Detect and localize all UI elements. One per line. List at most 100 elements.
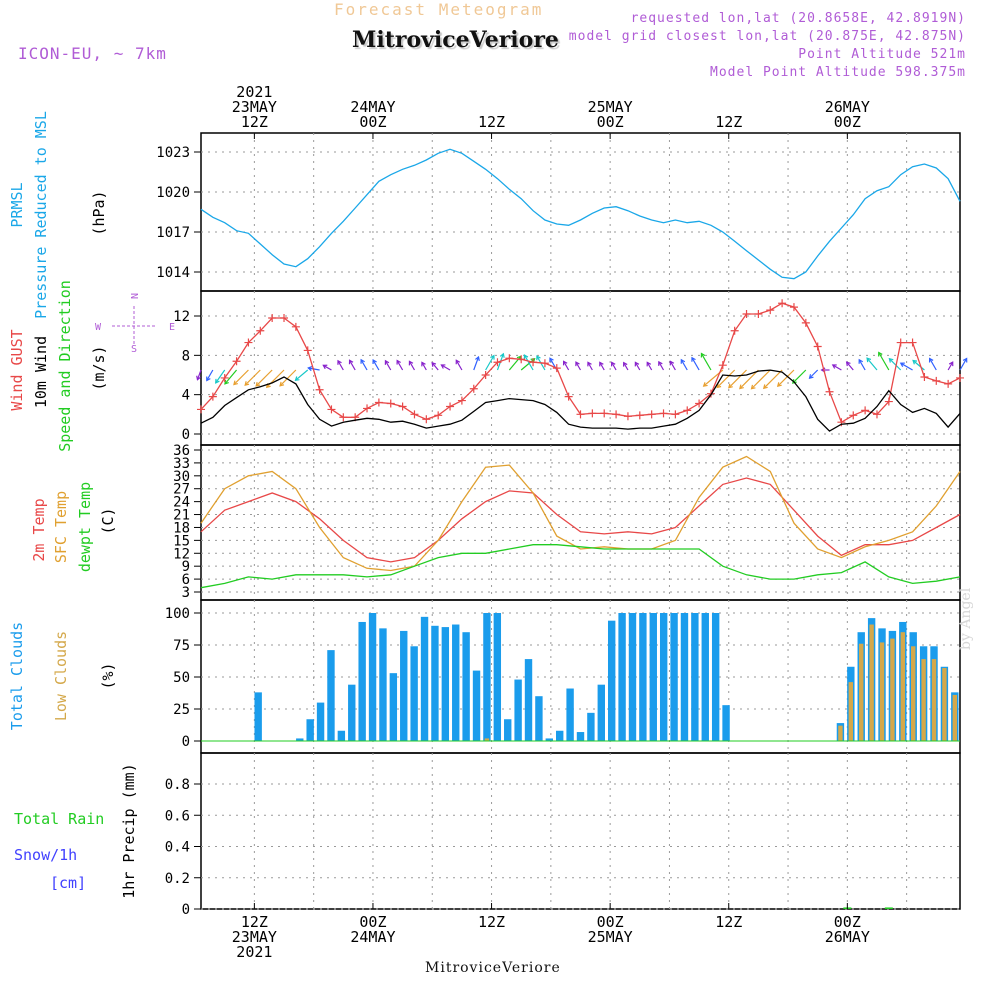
wind-arrow — [947, 361, 954, 371]
wind-gust-marker — [517, 355, 526, 364]
time-bottom-label: 23MAY — [232, 928, 277, 946]
cloud-total-bar — [483, 613, 491, 741]
cloud-low-bar — [869, 624, 874, 741]
wind-arrow-head — [845, 361, 851, 367]
wind-arrow-head — [475, 355, 480, 361]
wind-gust-marker — [635, 411, 644, 420]
wind-gust-marker — [374, 398, 383, 407]
wind-arrow — [520, 358, 535, 371]
wind-gust-marker — [766, 306, 775, 315]
wind-gust-marker — [410, 410, 419, 419]
wind-arrow — [372, 359, 380, 371]
panel-frame — [200, 752, 961, 910]
wind-gust-marker — [695, 399, 704, 408]
y-tick-label: 6 — [182, 572, 190, 588]
cloud-total-bar — [535, 696, 543, 741]
y-tick-label: 0.8 — [165, 777, 190, 793]
wind-arrow-head — [206, 376, 211, 382]
wind-gust-marker — [647, 410, 656, 419]
wind-arrow — [575, 361, 582, 371]
wind-gust-marker — [718, 361, 727, 370]
wind-arrow-head — [307, 366, 313, 372]
wind-arrow — [337, 360, 344, 371]
cloud-low-bar — [859, 643, 864, 741]
wind-arrow — [658, 361, 665, 371]
wind-arrow-head — [700, 352, 706, 358]
wind-arrow-head — [549, 357, 554, 363]
wind-gust-marker — [849, 411, 858, 420]
precip-snow-unit: [cm] — [50, 874, 86, 892]
y-tick-label: 1020 — [156, 185, 190, 201]
panel-clouds: 0 25 50 75 100 — [165, 599, 961, 754]
cloud-low-bar — [879, 642, 885, 741]
wind-arrow-head — [750, 384, 756, 390]
wind-gust-label: Wind GUST — [8, 329, 26, 410]
wind-arrow-head — [279, 381, 285, 387]
wind-gust-marker — [469, 384, 478, 393]
y-tick-label: 50 — [173, 670, 190, 686]
wind-gust-marker — [457, 396, 466, 405]
wind-arrow-head — [224, 379, 229, 385]
cloud-total-bar — [576, 732, 585, 741]
wind-gust-marker — [932, 376, 941, 385]
wind-arrow — [323, 364, 332, 371]
wind-arrow-head — [294, 376, 300, 382]
cloud-total-bar — [514, 679, 522, 741]
wind-gust-marker — [789, 303, 798, 312]
credit-watermark: by Angel — [958, 587, 974, 650]
cloud-low-bar — [900, 632, 906, 741]
wind-arrow — [244, 369, 261, 386]
wind-arrow — [349, 360, 356, 371]
wind-gust-marker — [303, 346, 312, 355]
temp-t2m-line — [200, 477, 961, 563]
wind-arrow-head — [611, 361, 616, 367]
wind-arrow — [255, 369, 273, 387]
y-tick-label: 25 — [173, 702, 190, 718]
wind-arrow-head — [948, 361, 954, 367]
pressure-unit: (hPa) — [90, 190, 108, 235]
wind-gust-marker — [730, 326, 739, 335]
wind-arrow — [396, 360, 404, 371]
wind-gust-marker — [327, 405, 336, 414]
cloud-low-bar — [848, 682, 854, 741]
wind-arrow-head — [831, 364, 837, 369]
wind-gust-marker — [197, 405, 205, 414]
cloud-low-bar — [931, 659, 937, 741]
wind-arrow-head — [337, 359, 342, 365]
y-tick-label: 8 — [182, 348, 190, 364]
wind-arrow-head — [962, 357, 968, 363]
time-bottom-label: 00Z — [359, 913, 386, 931]
wind-arrow — [441, 364, 451, 371]
wind-arrow-head — [244, 381, 250, 386]
wind-gust-marker — [683, 406, 692, 415]
wind-arrow-head — [499, 352, 505, 358]
wind-arrow-head — [360, 358, 365, 364]
cloud-low-bar — [911, 646, 916, 741]
cloud-low-bar — [484, 738, 490, 741]
cloud-low-bar — [952, 694, 957, 741]
wind-arrow — [669, 361, 676, 371]
wind-arrow — [691, 357, 700, 371]
time-top-label: 2021 — [236, 83, 272, 101]
wind-gust-marker — [920, 372, 929, 381]
wind-arrow-head — [372, 359, 377, 365]
wind-arrow-head — [716, 383, 722, 389]
y-tick-label: 0.4 — [165, 840, 190, 856]
wind-arrow-head — [322, 364, 328, 370]
clouds-unit: (%) — [99, 662, 117, 689]
cloud-total-bar — [545, 738, 554, 741]
cloud-total-bar — [670, 613, 678, 741]
wind-arrow — [646, 362, 653, 371]
wind-arrow — [777, 369, 795, 387]
time-bottom-label: 00Z — [597, 913, 624, 931]
cloud-total-bar — [296, 738, 304, 741]
wind-gust-marker — [386, 399, 395, 408]
wind-gust-marker — [742, 310, 751, 319]
cloud-total-bar — [410, 646, 418, 741]
temp-unit: (C) — [99, 507, 117, 534]
panel-wind: 0 4 8 12 — [173, 290, 968, 446]
wind-arrow — [295, 369, 309, 381]
wind-arrow-head — [691, 356, 696, 362]
